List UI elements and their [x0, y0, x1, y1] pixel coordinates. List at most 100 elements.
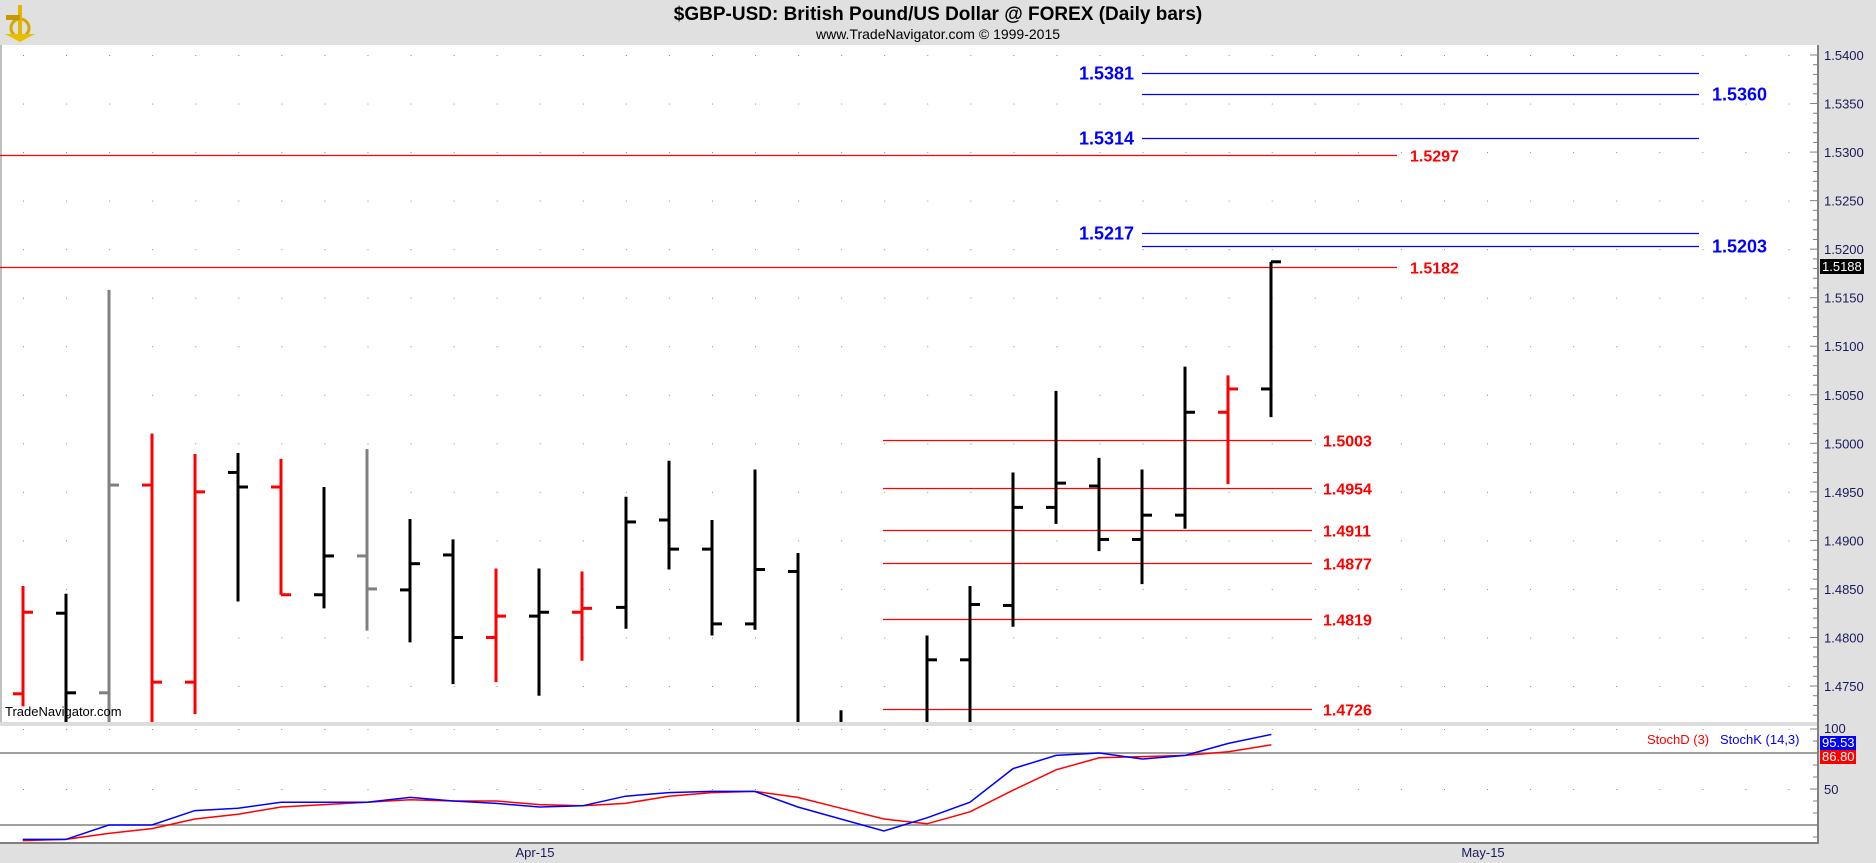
grid-dot	[1271, 200, 1273, 202]
grid-dot	[668, 443, 670, 445]
grid-dot	[884, 729, 886, 730]
grid-dot	[1530, 200, 1532, 202]
grid-dot	[1616, 491, 1618, 493]
grid-dot	[1530, 588, 1532, 590]
grid-dot	[1745, 394, 1747, 396]
grid-dot	[281, 686, 283, 688]
grid-dot	[1702, 394, 1704, 396]
grid-dot	[1142, 346, 1144, 348]
grid-dot	[1357, 103, 1359, 105]
grid-dot	[841, 637, 843, 639]
grid-dot	[1487, 152, 1489, 154]
grid-dot	[496, 729, 498, 730]
grid-dot	[668, 394, 670, 396]
grid-dot	[1056, 346, 1058, 348]
level-label-1.4877: 1.4877	[1323, 557, 1372, 574]
grid-dot	[970, 200, 972, 202]
grid-dot	[539, 443, 541, 445]
grid-dot	[1702, 686, 1704, 688]
grid-dot	[841, 346, 843, 348]
grid-dot	[1185, 103, 1187, 105]
grid-dot	[539, 152, 541, 154]
grid-dot	[1616, 249, 1618, 251]
grid-dot	[1099, 152, 1101, 154]
ohlc-bar	[616, 496, 636, 629]
grid-dot	[884, 491, 886, 493]
grid-dot	[711, 249, 713, 251]
y-tick-label: 1.4950	[1824, 485, 1864, 500]
level-label-1.5314: 1.5314	[1079, 129, 1134, 149]
grid-dot	[195, 346, 197, 348]
panel-divider[interactable]	[0, 722, 1818, 726]
grid-dot	[410, 686, 412, 688]
grid-dot	[410, 729, 412, 730]
grid-dot	[711, 789, 713, 790]
grid-dot	[798, 103, 800, 105]
grid-dot	[755, 297, 757, 299]
grid-dot	[1573, 491, 1575, 493]
grid-dot	[1013, 200, 1015, 202]
grid-dot	[1702, 297, 1704, 299]
grid-dot	[970, 249, 972, 251]
grid-dot	[1357, 200, 1359, 202]
grid-dot	[238, 443, 240, 445]
grid-dot	[1228, 103, 1230, 105]
grid-dot	[1185, 637, 1187, 639]
grid-dot	[238, 686, 240, 688]
grid-dot	[711, 394, 713, 396]
level-label-1.4954: 1.4954	[1323, 482, 1372, 499]
grid-dot	[1357, 152, 1359, 154]
grid-dot	[970, 394, 972, 396]
grid-dot	[1357, 297, 1359, 299]
grid-dot	[1530, 297, 1532, 299]
level-label-1.4726: 1.4726	[1323, 703, 1372, 720]
grid-dot	[711, 55, 713, 56]
grid-dot	[884, 686, 886, 688]
y-tick-label: 1.5250	[1824, 194, 1864, 209]
grid-dot	[1659, 729, 1661, 730]
grid-dot	[1099, 103, 1101, 105]
grid-dot	[1573, 297, 1575, 299]
grid-dot	[798, 200, 800, 202]
grid-dot	[66, 346, 68, 348]
grid-dot	[410, 103, 412, 105]
grid-dot	[625, 637, 627, 639]
grid-dot	[1443, 789, 1445, 790]
grid-dot	[755, 103, 757, 105]
grid-dot	[668, 200, 670, 202]
grid-dot	[1400, 588, 1402, 590]
grid-dot	[1788, 540, 1790, 542]
grid-dot	[1788, 789, 1790, 790]
grid-dot	[496, 152, 498, 154]
grid-dot	[841, 55, 843, 56]
grid-dot	[1573, 588, 1575, 590]
grid-dot	[927, 297, 929, 299]
grid-dot	[927, 729, 929, 730]
grid-dot	[1314, 200, 1316, 202]
stochd-value-box	[1820, 750, 1856, 764]
grid-dot	[1659, 297, 1661, 299]
grid-dot	[1357, 346, 1359, 348]
grid-dot	[841, 491, 843, 493]
grid-dot	[367, 103, 369, 105]
grid-dot	[1142, 588, 1144, 590]
y-tick-label: 1.5150	[1824, 291, 1864, 306]
grid-dot	[1788, 55, 1790, 56]
grid-dot	[1400, 540, 1402, 542]
grid-dot	[582, 789, 584, 790]
grid-dot	[496, 540, 498, 542]
grid-dot	[496, 394, 498, 396]
grid-dot	[1357, 729, 1359, 730]
grid-dot	[582, 443, 584, 445]
grid-dot	[927, 491, 929, 493]
grid-dot	[1228, 297, 1230, 299]
chart-subtitle: www.TradeNavigator.com © 1999-2015	[815, 26, 1060, 42]
grid-dot	[1659, 540, 1661, 542]
grid-dot	[927, 55, 929, 56]
grid-dot	[1314, 491, 1316, 493]
ohlc-bar	[228, 453, 248, 602]
grid-dot	[1745, 200, 1747, 202]
grid-dot	[1400, 249, 1402, 251]
grid-dot	[1702, 729, 1704, 730]
grid-dot	[1616, 394, 1618, 396]
